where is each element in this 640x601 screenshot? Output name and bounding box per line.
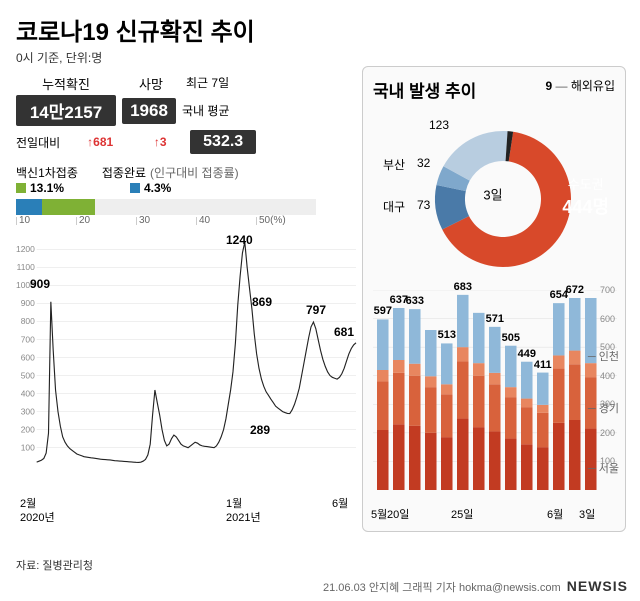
overseas: 9 — 해외유입 <box>545 77 615 94</box>
delta-prefix: 전일대비 <box>16 134 60 151</box>
vax-first-pct: 13.1% <box>30 181 64 195</box>
svg-text:900: 900 <box>21 298 35 308</box>
donut-chart: 123부산32대구73수도권444명3일 <box>373 104 613 284</box>
vax-bar <box>16 199 316 215</box>
chart-annotation: 797 <box>306 303 326 317</box>
cumulative-label: 누적확진 <box>16 74 116 93</box>
overseas-label: 해외유입 <box>571 79 615 93</box>
vax-done-label: 접종완료 <box>102 164 146 181</box>
avg-label-2: 국내 평균 <box>182 102 252 119</box>
svg-text:700: 700 <box>21 334 35 344</box>
vax-first-label: 백신1차접종 <box>16 164 78 181</box>
vax-done-suffix: (인구대비 접종률) <box>150 164 239 181</box>
deaths-label: 사망 <box>124 74 178 93</box>
chart-annotation: 909 <box>30 277 50 291</box>
delta-deaths: ↑3 <box>140 135 180 149</box>
vax-scale: 1020304050(%) <box>16 217 316 225</box>
stacked-chart: 1002003004005006007005976376335136835715… <box>373 290 617 520</box>
chart-annotation: 1240 <box>226 233 253 247</box>
svg-text:500: 500 <box>21 370 35 380</box>
deaths-value: 1968 <box>122 98 176 124</box>
avg-label-1: 최근 7일 <box>186 74 256 93</box>
main-title: 코로나19 신규확진 추이 <box>0 0 640 49</box>
svg-text:800: 800 <box>21 316 35 326</box>
stats-block: 누적확진 사망 최근 7일 14만2157 1968 국내 평균 전일대비 ↑6… <box>16 74 356 225</box>
vax-legend: 백신1차접종 접종완료(인구대비 접종률) <box>16 164 356 181</box>
footer: 21.06.03 안지혜 그래픽 기자 hokma@newsis.com NEW… <box>323 578 628 595</box>
source-label: 자료: 질병관리청 <box>16 557 93 573</box>
footer-credit: 21.06.03 안지혜 그래픽 기자 hokma@newsis.com <box>323 582 561 594</box>
delta-cumulative: ↑681 <box>70 135 130 149</box>
infographic-root: 코로나19 신규확진 추이 0시 기준, 단위:명 누적확진 사망 최근 7일 … <box>0 0 640 601</box>
chart-annotation: 289 <box>250 423 270 437</box>
footer-logo: NEWSIS <box>567 578 628 594</box>
svg-text:200: 200 <box>21 424 35 434</box>
svg-text:100: 100 <box>21 442 35 452</box>
line-chart: 1002003004005006007008009001000110012009… <box>16 233 356 493</box>
svg-text:600: 600 <box>21 352 35 362</box>
vax-done-pct: 4.3% <box>144 181 171 195</box>
svg-text:300: 300 <box>21 406 35 416</box>
vax-done-swatch <box>130 183 140 193</box>
overseas-value: 9 <box>545 79 552 93</box>
cumulative-value: 14만2157 <box>16 95 116 126</box>
svg-text:1100: 1100 <box>17 262 35 272</box>
svg-text:1200: 1200 <box>16 244 35 254</box>
right-panel: 국내 발생 추이 9 — 해외유입 123부산32대구73수도권444명3일 1… <box>362 66 626 532</box>
vax-first-swatch <box>16 183 26 193</box>
chart-annotation: 869 <box>252 295 272 309</box>
chart-annotation: 681 <box>334 325 354 339</box>
svg-text:400: 400 <box>21 388 35 398</box>
avg-value: 532.3 <box>190 130 256 154</box>
